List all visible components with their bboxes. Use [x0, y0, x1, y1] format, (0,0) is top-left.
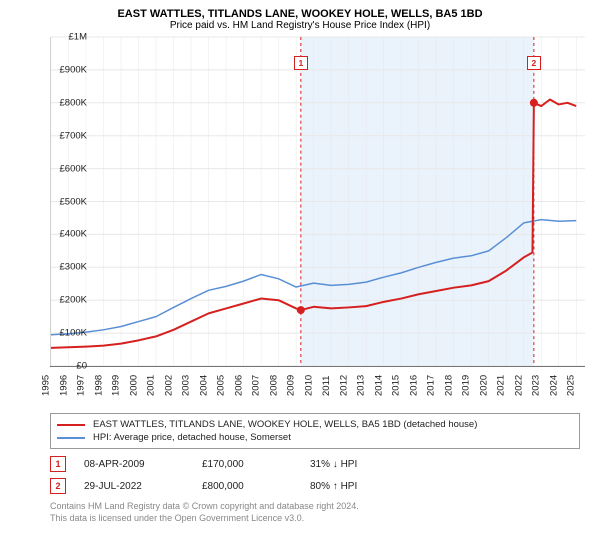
y-tick-label: £800K	[60, 97, 87, 108]
x-tick-label: 2007	[251, 375, 262, 396]
x-tick-label: 2002	[163, 375, 174, 396]
x-tick-label: 2011	[321, 376, 332, 396]
x-tick-label: 1995	[40, 375, 51, 396]
chart-callout-badge: 2	[527, 56, 541, 70]
x-tick-label: 2009	[286, 375, 297, 396]
x-tick-label: 2005	[216, 375, 227, 396]
legend-label: HPI: Average price, detached house, Some…	[93, 432, 291, 443]
y-tick-label: £500K	[60, 196, 87, 207]
x-tick-label: 1997	[75, 375, 86, 396]
y-tick-label: £700K	[60, 130, 87, 141]
x-tick-label: 2014	[373, 375, 384, 396]
attribution: Contains HM Land Registry data © Crown c…	[50, 501, 580, 524]
callout-relative: 80% ↑ HPI	[310, 481, 400, 492]
legend-row: HPI: Average price, detached house, Some…	[57, 431, 573, 444]
callout-badge: 1	[50, 456, 66, 472]
x-tick-label: 2000	[128, 375, 139, 396]
y-tick-label: £1M	[69, 32, 87, 43]
x-tick-label: 2024	[548, 375, 559, 396]
x-tick-label: 2013	[356, 375, 367, 396]
x-tick-label: 2010	[303, 375, 314, 396]
x-tick-label: 2025	[566, 375, 577, 396]
x-tick-label: 2022	[513, 375, 524, 396]
callout-price: £170,000	[202, 459, 292, 470]
y-tick-label: £0	[76, 361, 87, 372]
x-tick-label: 2003	[180, 375, 191, 396]
chart-callout-badge: 1	[294, 56, 308, 70]
chart-subtitle: Price paid vs. HM Land Registry's House …	[10, 20, 590, 31]
x-tick-label: 1998	[93, 375, 104, 396]
x-tick-label: 2023	[531, 375, 542, 396]
attribution-line1: Contains HM Land Registry data © Crown c…	[50, 501, 580, 513]
callout-price: £800,000	[202, 481, 292, 492]
callout-date: 29-JUL-2022	[84, 481, 184, 492]
legend-row: EAST WATTLES, TITLANDS LANE, WOOKEY HOLE…	[57, 418, 573, 431]
callout-row: 1 08-APR-2009 £170,000 31% ↓ HPI	[50, 453, 580, 475]
callout-table: 1 08-APR-2009 £170,000 31% ↓ HPI 2 29-JUL-202…	[50, 453, 580, 497]
callout-row: 2 29-JUL-2022 £800,000 80% ↑ HPI	[50, 475, 580, 497]
x-tick-label: 2001	[145, 375, 156, 396]
legend: EAST WATTLES, TITLANDS LANE, WOOKEY HOLE…	[50, 413, 580, 449]
x-tick-label: 2012	[338, 375, 349, 396]
x-tick-label: 2008	[268, 375, 279, 396]
x-tick-label: 2017	[426, 375, 437, 396]
legend-label: EAST WATTLES, TITLANDS LANE, WOOKEY HOLE…	[93, 419, 477, 430]
y-tick-label: £900K	[60, 64, 87, 75]
callout-relative: 31% ↓ HPI	[310, 459, 400, 470]
attribution-line2: This data is licensed under the Open Gov…	[50, 513, 580, 525]
x-tick-label: 2020	[478, 375, 489, 396]
x-tick-label: 1996	[58, 375, 69, 396]
x-tick-label: 1999	[110, 375, 121, 396]
y-tick-label: £600K	[60, 163, 87, 174]
x-tick-label: 2019	[461, 375, 472, 396]
x-tick-label: 2015	[391, 375, 402, 396]
plot-svg	[51, 37, 585, 366]
chart-container: EAST WATTLES, TITLANDS LANE, WOOKEY HOLE…	[0, 0, 600, 560]
y-tick-label: £100K	[60, 328, 87, 339]
x-tick-label: 2016	[408, 375, 419, 396]
chart-area: £0 £100K £200K £300K £400K £500K £600K £700K £80…	[10, 37, 590, 407]
y-tick-label: £300K	[60, 262, 87, 273]
legend-swatch	[57, 437, 85, 439]
x-tick-label: 2021	[496, 375, 507, 396]
x-tick-label: 2018	[443, 375, 454, 396]
chart-title: EAST WATTLES, TITLANDS LANE, WOOKEY HOLE…	[10, 8, 590, 20]
x-tick-label: 2004	[198, 375, 209, 396]
callout-badge: 2	[50, 478, 66, 494]
plot-area: £0£100K£200K£300K£400K£500K£600K£700K£80…	[50, 37, 585, 367]
y-tick-label: £200K	[60, 295, 87, 306]
x-tick-label: 2006	[233, 375, 244, 396]
legend-swatch	[57, 424, 85, 426]
y-tick-label: £400K	[60, 229, 87, 240]
callout-date: 08-APR-2009	[84, 459, 184, 470]
